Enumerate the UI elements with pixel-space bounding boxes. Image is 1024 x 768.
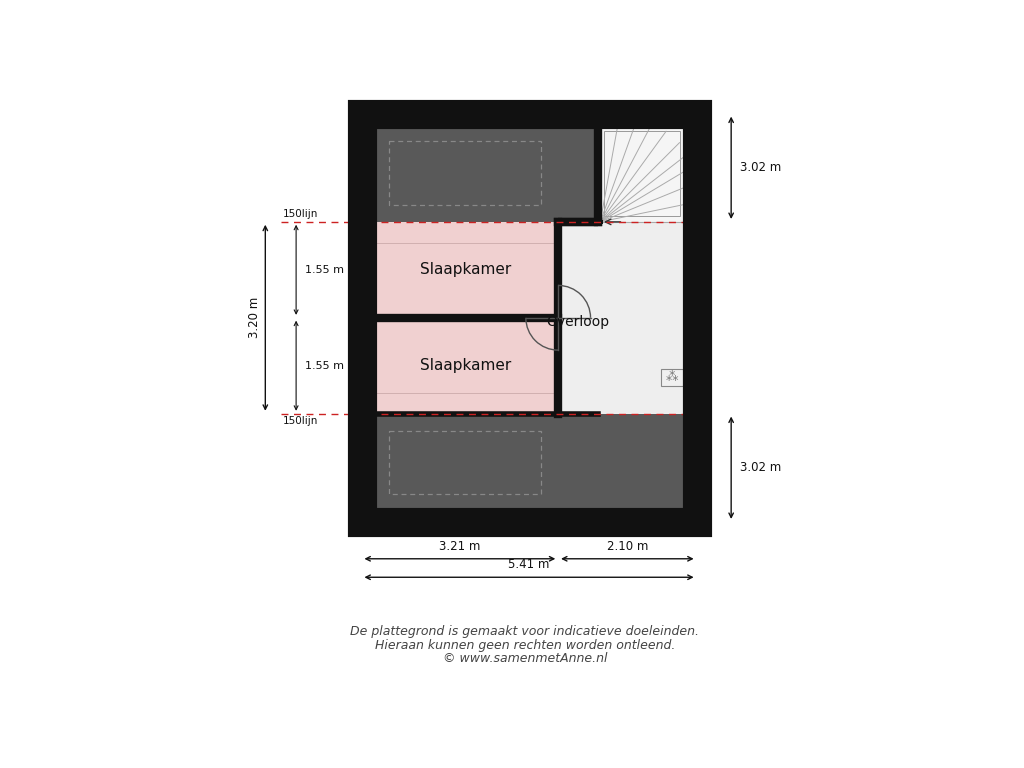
Bar bbox=[373, 124, 558, 222]
Bar bbox=[373, 318, 558, 414]
Text: De plattegrond is gemaakt voor indicatieve doeleinden.: De plattegrond is gemaakt voor indicatie… bbox=[350, 624, 699, 637]
Text: Slaapkamer: Slaapkamer bbox=[420, 263, 511, 277]
Text: ⁂: ⁂ bbox=[666, 371, 678, 384]
Bar bbox=[389, 141, 542, 205]
Text: Overloop: Overloop bbox=[547, 315, 609, 329]
Bar bbox=[361, 114, 696, 521]
Bar bbox=[558, 222, 598, 414]
Bar bbox=[662, 369, 683, 386]
Text: Slaapkamer: Slaapkamer bbox=[420, 358, 511, 373]
Bar bbox=[604, 131, 680, 216]
Text: 3.21 m: 3.21 m bbox=[439, 540, 480, 553]
Bar bbox=[558, 124, 598, 222]
Bar bbox=[361, 114, 696, 521]
Bar bbox=[598, 124, 686, 222]
Text: 150lijn: 150lijn bbox=[283, 416, 318, 426]
Text: © www.samenmetAnne.nl: © www.samenmetAnne.nl bbox=[442, 652, 607, 665]
Bar bbox=[389, 431, 542, 494]
Bar bbox=[373, 414, 686, 511]
Text: 3.20 m: 3.20 m bbox=[248, 297, 261, 339]
Text: 150lijn: 150lijn bbox=[283, 209, 318, 219]
Text: 2.10 m: 2.10 m bbox=[606, 540, 648, 553]
Text: Hieraan kunnen geen rechten worden ontleend.: Hieraan kunnen geen rechten worden ontle… bbox=[375, 638, 675, 651]
Bar bbox=[598, 222, 686, 414]
Text: 3.02 m: 3.02 m bbox=[740, 462, 781, 475]
Text: 3.02 m: 3.02 m bbox=[740, 161, 781, 174]
Bar bbox=[373, 222, 558, 318]
Text: 1.55 m: 1.55 m bbox=[305, 361, 344, 371]
Text: 5.41 m: 5.41 m bbox=[508, 558, 550, 571]
Text: 1.55 m: 1.55 m bbox=[305, 265, 344, 275]
Bar bbox=[598, 220, 602, 224]
